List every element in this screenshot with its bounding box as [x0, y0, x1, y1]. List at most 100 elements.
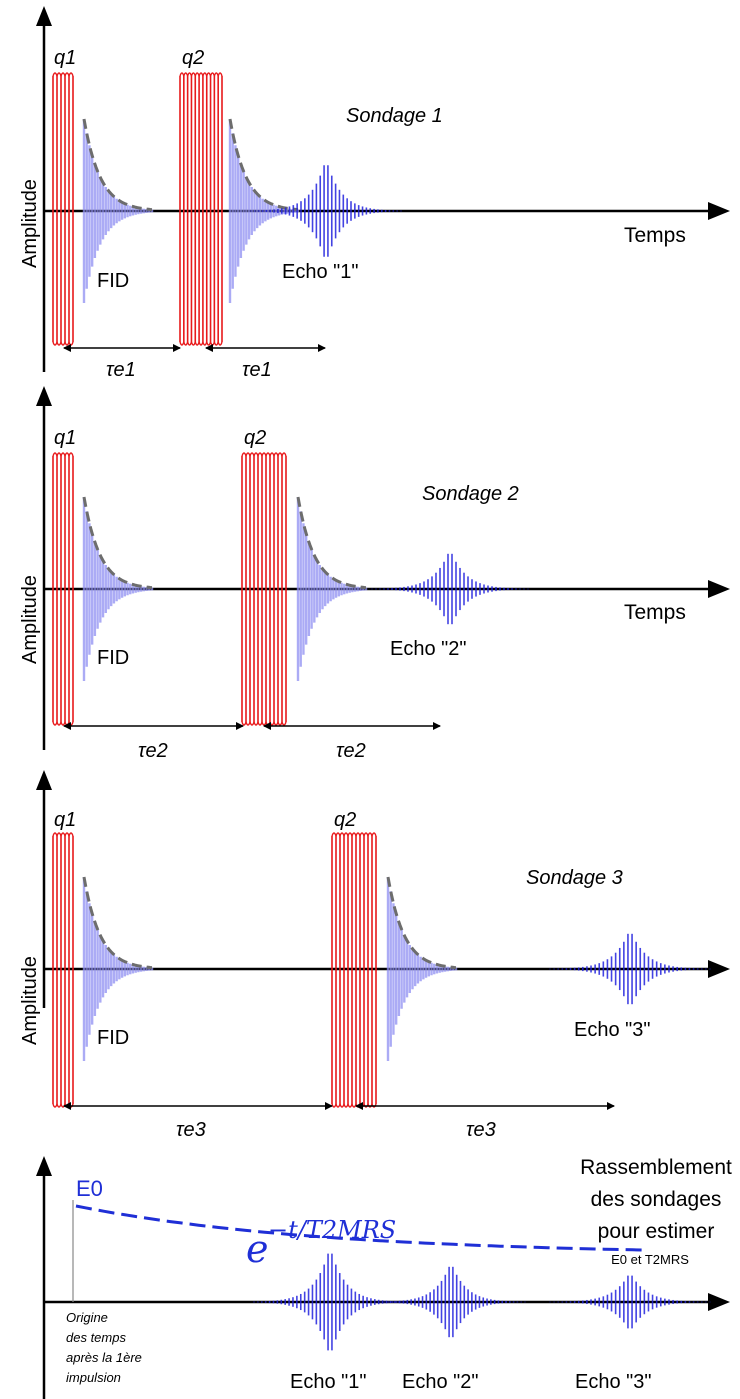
- fid-signal-2: [228, 118, 300, 303]
- pulse-cap: [52, 1103, 58, 1108]
- pulse-1-label: q1: [54, 809, 76, 831]
- pulse-cap: [335, 1103, 341, 1108]
- te-label-1: τe2: [138, 740, 168, 762]
- origin-note-line-1: Origine: [66, 1310, 108, 1325]
- pulse-2-label: q2: [182, 47, 204, 69]
- summary-echo-2: [376, 1266, 526, 1338]
- pulse-2-label: q2: [334, 809, 356, 831]
- pulse-cap: [277, 452, 283, 457]
- y-axis-label: Amplitude: [19, 575, 41, 664]
- panel-title: Sondage 1: [346, 105, 443, 127]
- pulse-cap: [269, 452, 275, 457]
- caption-line-1: Rassemblement: [580, 1156, 732, 1179]
- summary-echo-label-2: Echo "2": [402, 1371, 478, 1393]
- pulse-q2: [241, 452, 287, 726]
- x-axis-arrow: [708, 580, 730, 598]
- te-label-2: τe3: [466, 1119, 496, 1141]
- summary-echo-label-3: Echo "3": [575, 1371, 651, 1393]
- pulse-cap: [64, 452, 70, 457]
- pulse-cap: [265, 721, 271, 726]
- pulse-cap: [68, 721, 74, 726]
- pulse-cap: [56, 1103, 62, 1108]
- fid-signal-1: [82, 496, 154, 681]
- fid-envelope: [82, 496, 153, 590]
- pulse-cap: [253, 452, 259, 457]
- pulse-cap: [52, 341, 58, 346]
- pulse-cap: [217, 341, 223, 346]
- pulse-cap: [253, 721, 259, 726]
- y-axis-label: Amplitude: [19, 179, 41, 268]
- pulse-cap: [331, 832, 337, 837]
- y-axis-label: Amplitude: [19, 956, 41, 1045]
- pulse-cap: [343, 1103, 349, 1108]
- pulse-1-label: q1: [54, 47, 76, 69]
- fid-signal-1: [82, 118, 154, 303]
- pulse-cap: [249, 721, 255, 726]
- echo-label: Echo "3": [574, 1019, 650, 1041]
- pulse-cap: [371, 832, 377, 837]
- pulse-cap: [347, 1103, 353, 1108]
- pulse-cap: [52, 832, 58, 837]
- pulse-cap: [52, 452, 58, 457]
- e0-label: E0: [76, 1176, 103, 1201]
- pulse-cap: [64, 72, 70, 77]
- te-label-1: τe3: [176, 1119, 206, 1141]
- x-axis-label: Temps: [624, 601, 686, 624]
- pulse-cap: [261, 452, 267, 457]
- pulse-cap: [249, 452, 255, 457]
- echo-signal: [549, 933, 711, 1005]
- pulse-cap: [52, 721, 58, 726]
- caption-line-2: des sondages: [591, 1188, 722, 1211]
- fid-label: FID: [97, 647, 129, 669]
- pulse-cap: [60, 452, 66, 457]
- pulse-cap: [245, 452, 251, 457]
- origin-note-line-2: des temps: [66, 1330, 126, 1345]
- summary-echo-3: [549, 1275, 711, 1329]
- pulse-cap: [257, 452, 263, 457]
- pulse-cap: [68, 452, 74, 457]
- pulse-cap: [347, 832, 353, 837]
- fid-signal-1: [82, 876, 154, 1061]
- fid-label: FID: [97, 1027, 129, 1049]
- pulse-cap: [52, 72, 58, 77]
- decay-formula: e: [246, 1227, 269, 1271]
- pulse-cap: [60, 72, 66, 77]
- y-axis-arrow: [36, 1156, 52, 1176]
- pulse-cap: [60, 721, 66, 726]
- pulse-cap: [343, 832, 349, 837]
- panel-sondage-3: Amplitude Sondage 3 q1 q2 FID Echo "3" τe3 τe3: [19, 770, 730, 1141]
- pulse-q1: [52, 832, 74, 1108]
- pulse-cap: [245, 721, 251, 726]
- pulse-cap: [56, 341, 62, 346]
- pulse-cap: [241, 452, 247, 457]
- pulse-cap: [355, 832, 361, 837]
- pulse-cap: [277, 721, 283, 726]
- echo-signal: [371, 553, 529, 625]
- x-axis-label: Temps: [624, 224, 686, 247]
- pulse-cap: [339, 1103, 345, 1108]
- pulse-cap: [331, 1103, 337, 1108]
- echo-label: Echo "2": [390, 638, 466, 660]
- pulse-cap: [68, 341, 74, 346]
- pulse-cap: [367, 832, 373, 837]
- fid-envelope: [228, 118, 299, 212]
- y-axis-arrow: [36, 770, 52, 790]
- pulse-cap: [273, 721, 279, 726]
- fid-envelope: [296, 496, 367, 590]
- pulse-q1: [52, 72, 74, 346]
- pulse-cap: [56, 72, 62, 77]
- pulse-cap: [261, 721, 267, 726]
- echo-label: Echo "1": [282, 261, 358, 283]
- pulse-1-label: q1: [54, 427, 76, 449]
- origin-note-line-3: après la 1ère: [66, 1350, 142, 1365]
- pulse-cap: [265, 452, 271, 457]
- origin-note-line-4: impulsion: [66, 1370, 121, 1385]
- pulse-cap: [363, 832, 369, 837]
- pulse-cap: [56, 721, 62, 726]
- pulse-cap: [60, 832, 66, 837]
- pulse-q2: [331, 832, 377, 1108]
- pulse-q2: [179, 72, 223, 346]
- pulse-cap: [68, 832, 74, 837]
